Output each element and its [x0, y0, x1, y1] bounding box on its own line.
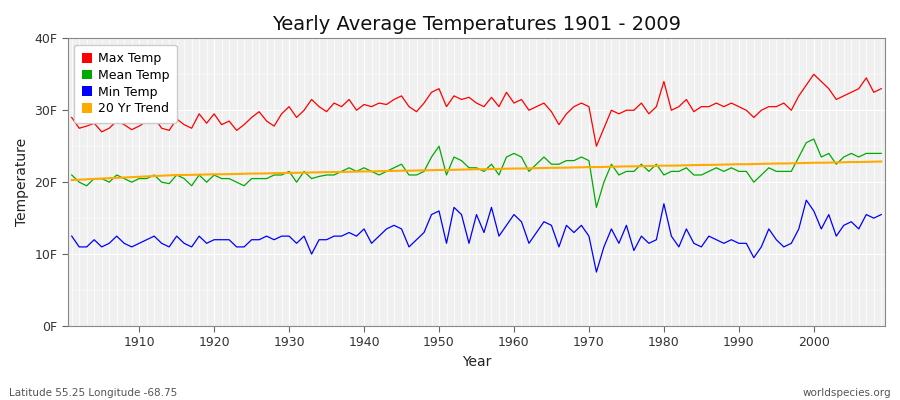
- X-axis label: Year: Year: [462, 355, 491, 369]
- Legend: Max Temp, Mean Temp, Min Temp, 20 Yr Trend: Max Temp, Mean Temp, Min Temp, 20 Yr Tre…: [74, 44, 177, 123]
- Text: worldspecies.org: worldspecies.org: [803, 388, 891, 398]
- Y-axis label: Temperature: Temperature: [15, 138, 29, 226]
- Text: Latitude 55.25 Longitude -68.75: Latitude 55.25 Longitude -68.75: [9, 388, 177, 398]
- Title: Yearly Average Temperatures 1901 - 2009: Yearly Average Temperatures 1901 - 2009: [272, 15, 681, 34]
